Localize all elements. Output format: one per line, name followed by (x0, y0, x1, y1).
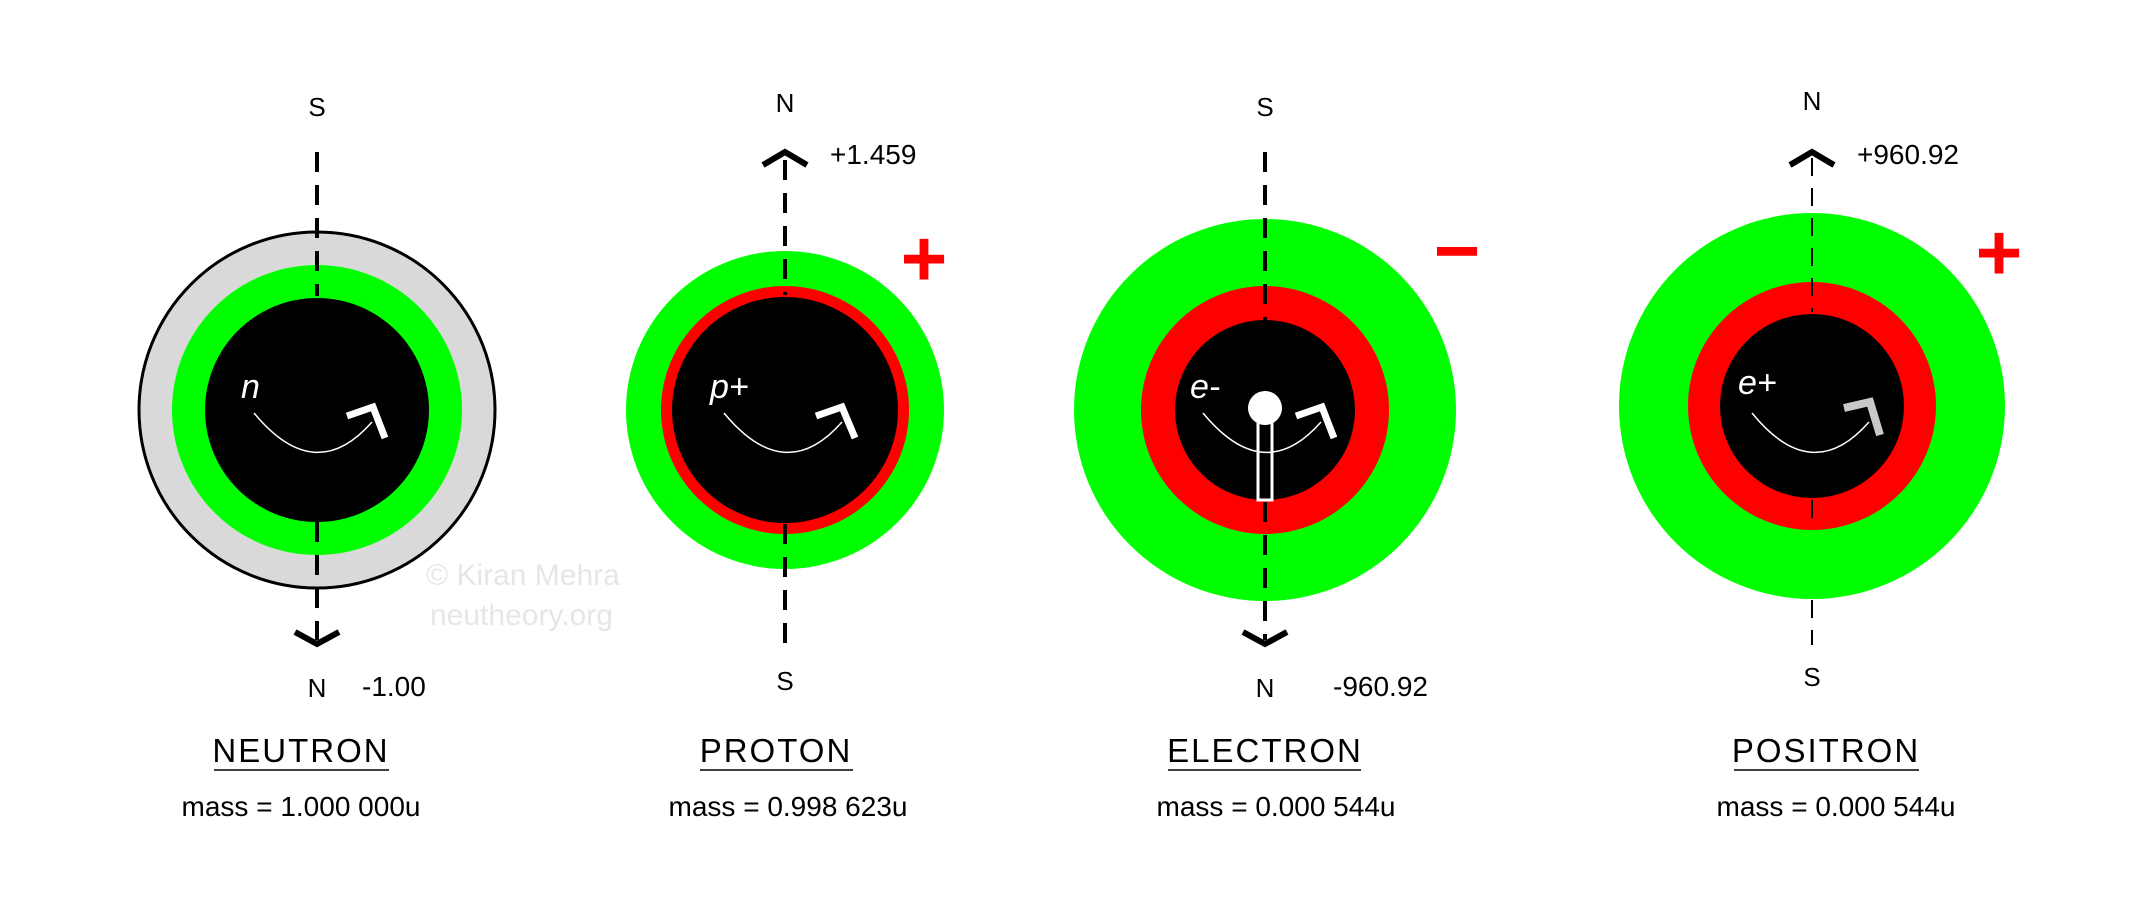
proton-group: N S +1.459 p+ + PROTON mass = 0.998 623u (626, 88, 947, 822)
proton-charge-sign-icon: + (901, 214, 948, 303)
watermark-copyright: © Kiran Mehra (426, 559, 620, 592)
neutron-name: NEUTRON (212, 732, 389, 769)
electron-spin-arrow-icon (1202, 412, 1322, 454)
proton-axis-arrow-icon (761, 148, 809, 168)
electron-group: S N -960.92 e- − ELECTRON mass = 0.000 5… (1074, 92, 1480, 822)
neutron-axis-arrow-icon (293, 629, 341, 648)
neutron-top-pole: S (308, 92, 325, 122)
neutron-group: S N -1.00 n NEUTRON mass = 1.000 000u (137, 92, 497, 822)
electron-inner-label: e- (1190, 368, 1220, 406)
positron-core (1720, 314, 1904, 498)
neutron-spin-arrow-icon (253, 412, 373, 454)
electron-name: ELECTRON (1167, 732, 1363, 769)
neutron-magnetic-moment: -1.00 (362, 671, 426, 702)
positron-top-pole: N (1803, 86, 1822, 116)
electron-charge-sign-icon: − (1434, 206, 1481, 295)
proton-magnetic-moment: +1.459 (830, 139, 916, 170)
proton-mass: mass = 0.998 623u (669, 791, 908, 822)
positron-axis-arrow-icon (1788, 148, 1836, 168)
positron-name: POSITRON (1732, 732, 1920, 769)
proton-bottom-pole: S (776, 666, 793, 696)
electron-axis-arrow-icon (1241, 629, 1289, 648)
electron-bottom-pole: N (1256, 673, 1275, 703)
neutron-core (205, 298, 429, 522)
electron-spin-pointer-icon (1294, 402, 1338, 440)
proton-spin-arrow-icon (723, 412, 843, 454)
proton-inner-label: p+ (709, 368, 749, 406)
positron-spin-pointer-icon (1843, 397, 1884, 437)
neutron-bottom-pole: N (308, 673, 327, 703)
positron-bottom-pole: S (1803, 662, 1820, 692)
proton-top-pole: N (776, 88, 795, 118)
electron-top-pole: S (1256, 92, 1273, 122)
proton-spin-pointer-icon (814, 402, 859, 440)
electron-mass: mass = 0.000 544u (1157, 791, 1396, 822)
positron-spin-arrow-icon (1751, 412, 1870, 454)
positron-group: N S +960.92 e+ + POSITRON mass = 0.000 5… (1619, 86, 2022, 822)
neutron-mass: mass = 1.000 000u (182, 791, 421, 822)
positron-mass: mass = 0.000 544u (1717, 791, 1956, 822)
electron-spin-pointer-dot-icon (1248, 391, 1282, 425)
proton-core (672, 297, 898, 523)
neutron-spin-pointer-icon (345, 402, 389, 440)
neutron-inner-label: n (241, 368, 260, 406)
proton-name: PROTON (700, 732, 853, 769)
watermark: © Kiran Mehra neutheory.org (426, 559, 620, 632)
positron-magnetic-moment: +960.92 (1857, 139, 1959, 170)
positron-charge-sign-icon: + (1976, 208, 2023, 297)
watermark-site: neutheory.org (430, 599, 613, 632)
electron-magnetic-moment: -960.92 (1333, 671, 1428, 702)
positron-inner-label: e+ (1738, 364, 1777, 402)
